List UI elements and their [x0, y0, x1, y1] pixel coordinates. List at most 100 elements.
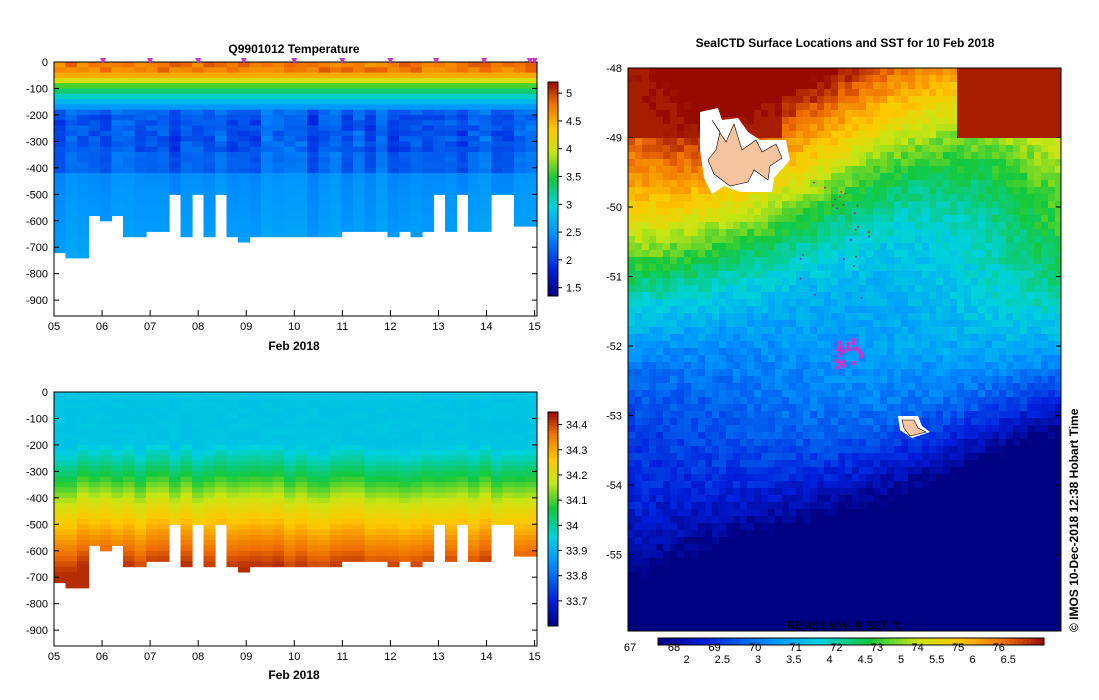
- salinity-cell: [410, 455, 423, 462]
- temperature-cell: [65, 241, 78, 248]
- sst-cell: [789, 264, 797, 272]
- salinity-cell: [215, 434, 228, 441]
- colorbar-swatch: [548, 425, 558, 429]
- sst-cell: [635, 236, 643, 244]
- salinity-cell: [215, 503, 228, 510]
- temperature-cell: [77, 72, 90, 79]
- salinity-cell: [54, 418, 67, 425]
- sst-cell: [929, 166, 937, 174]
- temperature-cell: [284, 162, 297, 169]
- salinity-cell: [100, 434, 113, 441]
- sst-cell: [677, 292, 685, 300]
- temperature-cell: [353, 130, 366, 137]
- salinity-cell: [123, 407, 136, 414]
- sst-cell: [775, 103, 783, 111]
- temperature-cell: [249, 141, 262, 148]
- sst-cell: [810, 271, 818, 279]
- sst-cell: [873, 68, 881, 76]
- sst-cell: [817, 110, 825, 118]
- temperature-cell: [456, 183, 469, 190]
- temperature-cell: [341, 220, 354, 227]
- salinity-cell: [272, 413, 285, 420]
- sst-cell: [1041, 89, 1049, 97]
- salinity-cell: [445, 397, 458, 404]
- temperature-cell: [88, 125, 101, 132]
- sst-cell: [691, 194, 699, 202]
- temperature-cell: [238, 72, 251, 79]
- salinity-cell: [249, 397, 262, 404]
- temperature-cell: [284, 88, 297, 95]
- salinity-cell: [502, 460, 515, 467]
- sst-cell: [1048, 145, 1056, 153]
- temperature-cell: [226, 167, 239, 174]
- salinity-cell: [54, 481, 67, 488]
- sst-cell: [852, 250, 860, 258]
- sst-cell: [747, 96, 755, 104]
- temperature-cell: [134, 130, 147, 137]
- sst-cell: [978, 250, 986, 258]
- temperature-cell: [433, 157, 446, 164]
- sst-cell: [1006, 236, 1014, 244]
- temperature-cell: [491, 146, 504, 153]
- sst-cell: [831, 236, 839, 244]
- salinity-cell: [272, 439, 285, 446]
- salinity-cell: [284, 423, 297, 430]
- sst-cell: [901, 173, 909, 181]
- temperature-cell: [502, 125, 515, 132]
- salinity-cell: [387, 402, 400, 409]
- sst-cell: [1034, 173, 1042, 181]
- sst-cell: [957, 229, 965, 237]
- salinity-cell: [353, 429, 366, 435]
- temperature-cell: [111, 210, 124, 217]
- temperature-cell: [341, 167, 354, 174]
- sst-cell: [670, 229, 678, 237]
- salinity-cell: [226, 497, 239, 504]
- sst-cell: [887, 173, 895, 181]
- temperature-cell: [54, 247, 67, 254]
- sst-cell: [901, 194, 909, 202]
- sst-cell: [782, 96, 790, 104]
- sst-cell: [768, 201, 776, 209]
- sst-cell: [663, 166, 671, 174]
- salinity-cell: [169, 402, 182, 409]
- temperature-cell: [100, 99, 113, 105]
- sst-cell: [908, 138, 916, 146]
- temperature-cell: [272, 130, 285, 137]
- temperature-cell: [295, 83, 308, 90]
- temperature-cell: [318, 67, 331, 74]
- sst-cell: [999, 152, 1007, 160]
- sst-cell: [803, 68, 811, 76]
- sst-cell: [831, 229, 839, 237]
- sst-cell: [761, 131, 769, 139]
- salinity-cell: [525, 423, 538, 430]
- temperature-cell: [226, 210, 239, 217]
- sst-cell: [901, 208, 909, 216]
- temperature-cell: [433, 183, 446, 190]
- salinity-cell: [146, 534, 159, 541]
- temperature-cell: [226, 109, 239, 116]
- salinity-cell: [410, 444, 423, 451]
- sst-cell: [901, 264, 909, 272]
- temperature-cell: [410, 136, 423, 142]
- sst-cell: [943, 110, 951, 118]
- temperature-cell: [157, 151, 170, 158]
- sst-cell: [950, 68, 958, 76]
- salinity-cell: [479, 444, 492, 451]
- sst-cell: [880, 222, 888, 230]
- temperature-cell: [192, 99, 205, 105]
- salinity-cell: [123, 466, 136, 472]
- temperature-cell: [318, 151, 331, 158]
- salinity-cell: [226, 550, 239, 557]
- sst-cell: [761, 243, 769, 251]
- sst-cell: [859, 236, 867, 244]
- sst-cell: [635, 201, 643, 209]
- temperature-cell: [341, 157, 354, 164]
- colorbar-swatch: [548, 428, 558, 432]
- sst-cell: [964, 96, 972, 104]
- colorbar-swatch: [548, 234, 558, 238]
- temperature-cell: [399, 141, 412, 148]
- colorbar-swatch: [548, 516, 558, 520]
- sst-cell: [957, 103, 965, 111]
- salinity-cell: [341, 460, 354, 467]
- salinity-cell: [88, 444, 101, 451]
